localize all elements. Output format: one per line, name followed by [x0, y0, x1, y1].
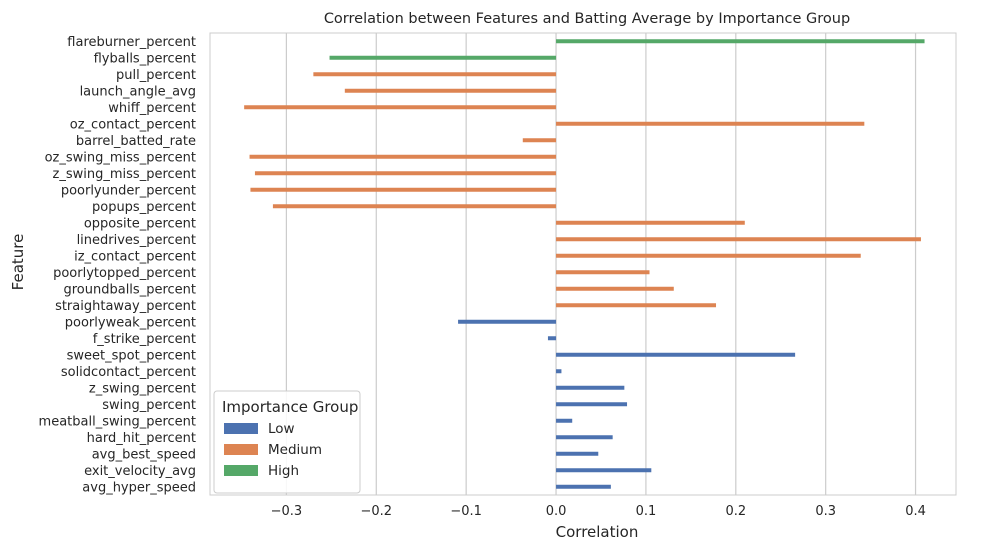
legend-swatch-medium — [224, 444, 258, 455]
y-tick-label: opposite_percent — [84, 216, 196, 231]
legend-label-low: Low — [268, 421, 295, 437]
bar-low-avg_best_speed — [556, 451, 599, 456]
y-tick-label: iz_contact_percent — [74, 249, 196, 264]
x-tick-labels: −0.3 −0.2 −0.1 0.0 0.1 0.2 0.3 0.4 — [271, 504, 926, 519]
y-tick-label: groundballs_percent — [63, 282, 196, 297]
y-tick-label: whiff_percent — [108, 101, 196, 116]
y-tick-label: straightaway_percent — [55, 299, 196, 314]
x-tick-label: 0.1 — [636, 504, 657, 519]
y-tick-label: pull_percent — [116, 68, 196, 83]
y-tick-label: linedrives_percent — [77, 233, 196, 248]
legend-label-medium: Medium — [268, 442, 322, 458]
bar-medium-iz_contact_percent — [556, 253, 861, 258]
bar-medium-oz_swing_miss_percent — [249, 154, 557, 159]
legend-entries: Low Medium High — [224, 421, 322, 479]
chart-title: Correlation between Features and Batting… — [324, 11, 850, 27]
y-tick-label: sweet_spot_percent — [67, 348, 196, 363]
bar-low-swing_percent — [556, 402, 628, 407]
legend-swatch-low — [224, 423, 258, 434]
x-tick-label: −0.3 — [271, 504, 303, 519]
y-tick-label: flyballs_percent — [94, 51, 196, 66]
y-tick-label: oz_swing_miss_percent — [45, 150, 196, 165]
legend: Importance Group Low Medium High — [213, 390, 361, 494]
bar-low-poorlyweak_percent — [458, 319, 557, 324]
bar-medium-popups_percent — [272, 204, 557, 209]
bar-low-avg_hyper_speed — [556, 484, 611, 489]
bar-high-flareburner_percent — [556, 39, 925, 44]
bars — [244, 39, 925, 489]
y-axis-title: Feature — [9, 234, 27, 291]
legend-label-high: High — [268, 463, 299, 479]
y-tick-label: poorlytopped_percent — [53, 266, 196, 281]
x-tick-label: 0.2 — [725, 504, 746, 519]
bar-medium-linedrives_percent — [556, 237, 921, 242]
bar-medium-whiff_percent — [244, 105, 557, 110]
y-tick-label: launch_angle_avg — [80, 84, 196, 99]
legend-swatch-high — [224, 465, 258, 476]
y-tick-label: hard_hit_percent — [87, 431, 196, 446]
x-tick-label: 0.3 — [815, 504, 836, 519]
grid-lines — [285, 33, 917, 495]
x-tick-label: −0.1 — [450, 504, 482, 519]
y-tick-label: meatball_swing_percent — [39, 414, 196, 429]
bar-low-solidcontact_percent — [556, 369, 562, 374]
bar-medium-opposite_percent — [556, 220, 745, 225]
y-tick-label: barrel_batted_rate — [76, 134, 196, 149]
y-tick-label: poorlyweak_percent — [65, 315, 196, 330]
x-axis-title: Correlation — [556, 523, 639, 541]
bar-low-f_strike_percent — [547, 336, 557, 341]
bar-low-exit_velocity_avg — [556, 468, 652, 473]
x-tick-label: −0.2 — [360, 504, 392, 519]
y-tick-label: popups_percent — [92, 200, 196, 215]
y-tick-label: solidcontact_percent — [61, 365, 196, 380]
bar-low-z_swing_percent — [556, 385, 625, 390]
y-tick-label: z_swing_miss_percent — [53, 167, 196, 182]
y-tick-label: z_swing_percent — [89, 381, 196, 396]
bar-low-sweet_spot_percent — [556, 352, 796, 357]
y-tick-label: avg_hyper_speed — [82, 480, 196, 495]
bar-low-hard_hit_percent — [556, 435, 613, 440]
bar-high-flyballs_percent — [329, 55, 557, 60]
y-tick-label: f_strike_percent — [93, 332, 196, 347]
y-tick-label: oz_contact_percent — [70, 117, 196, 132]
plot-frame — [209, 32, 957, 496]
y-tick-label: flareburner_percent — [67, 35, 196, 50]
x-tick-label: 0.0 — [546, 504, 567, 519]
bar-medium-launch_angle_avg — [344, 88, 557, 93]
bar-medium-z_swing_miss_percent — [254, 171, 557, 176]
y-tick-label: exit_velocity_avg — [84, 464, 196, 479]
legend-title: Importance Group — [222, 398, 358, 416]
bar-low-meatball_swing_percent — [556, 418, 573, 423]
y-tick-label: avg_best_speed — [92, 447, 196, 462]
x-tick-label: 0.4 — [905, 504, 926, 519]
bar-medium-barrel_batted_rate — [522, 138, 557, 143]
y-tick-label: swing_percent — [102, 398, 196, 413]
y-tick-label: poorlyunder_percent — [61, 183, 196, 198]
bar-medium-groundballs_percent — [556, 286, 674, 291]
bar-medium-straightaway_percent — [556, 303, 717, 308]
bar-medium-pull_percent — [313, 72, 557, 77]
bar-medium-oz_contact_percent — [556, 121, 865, 126]
bar-medium-poorlytopped_percent — [556, 270, 650, 275]
bar-medium-poorlyunder_percent — [250, 187, 557, 192]
